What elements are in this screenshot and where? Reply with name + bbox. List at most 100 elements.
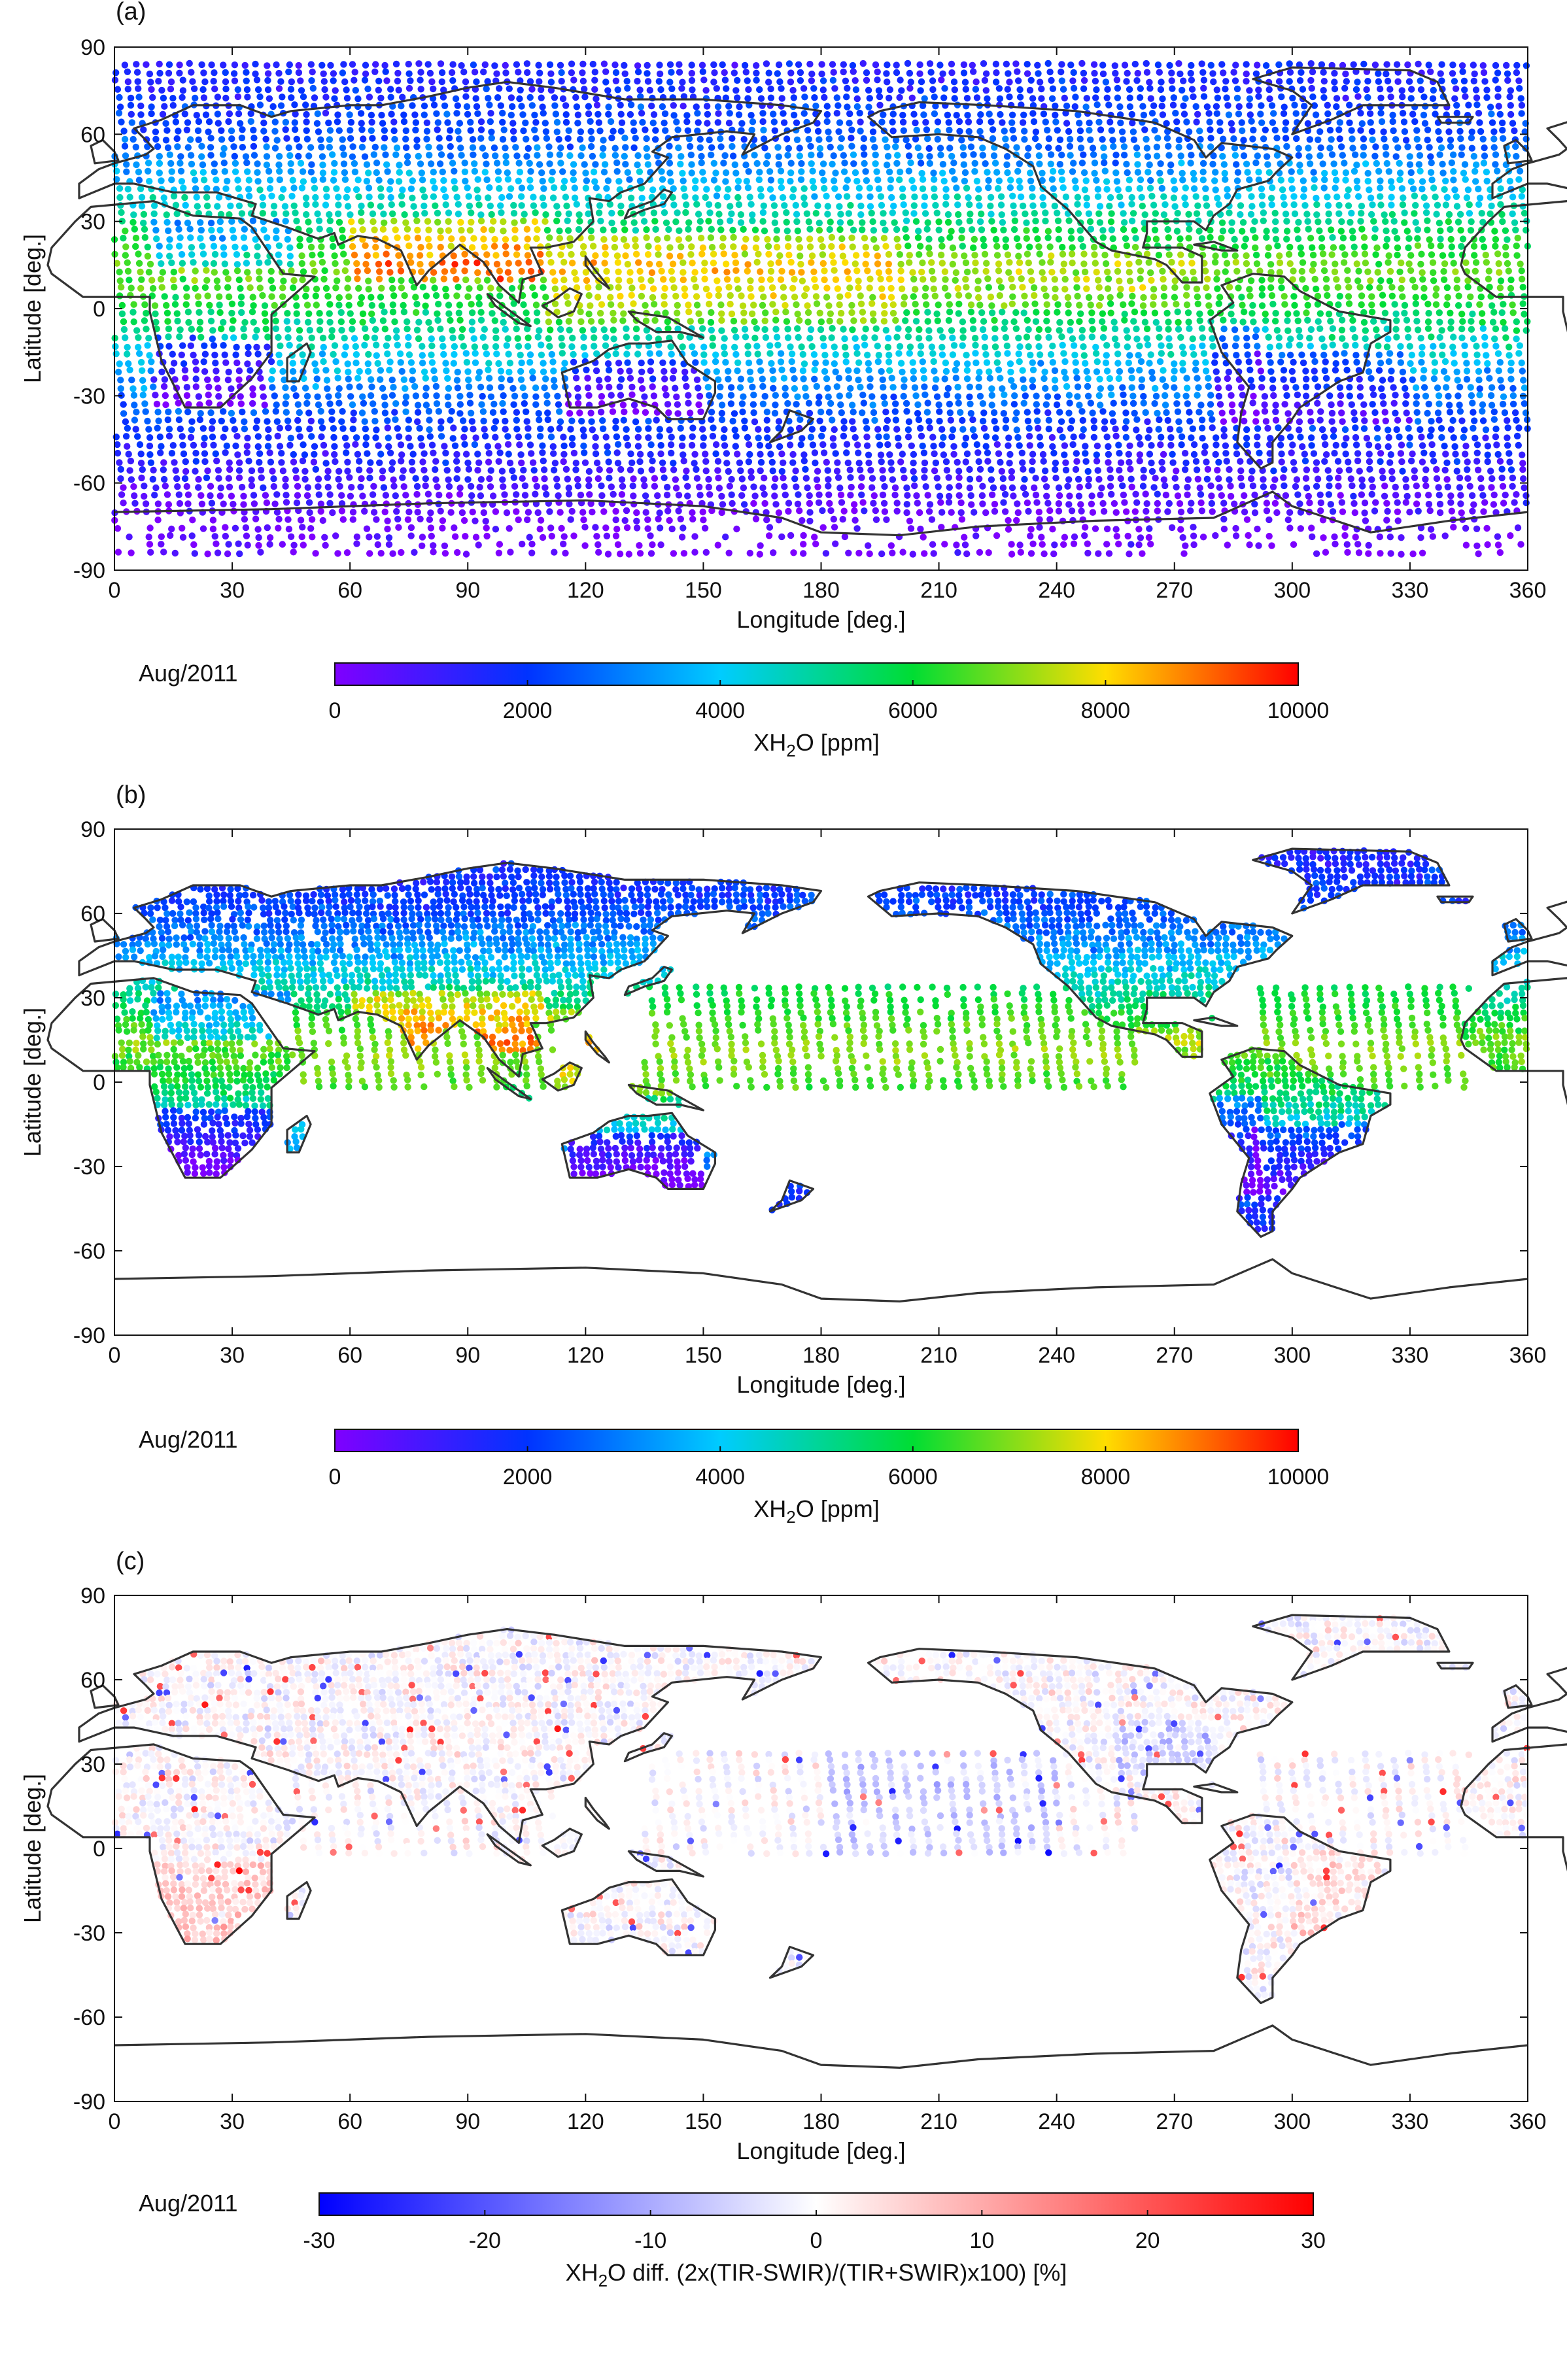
data-point: [925, 335, 933, 342]
data-point: [715, 211, 723, 218]
data-point: [279, 468, 287, 475]
data-point: [201, 78, 209, 86]
data-point: [485, 458, 492, 466]
data-point: [569, 334, 576, 342]
data-point: [302, 101, 309, 109]
data-point: [557, 160, 564, 167]
data-point: [424, 490, 432, 498]
data-point: [199, 525, 207, 532]
data-point: [904, 143, 912, 150]
data-point: [733, 276, 741, 284]
data-point: [250, 302, 257, 309]
data-point: [856, 109, 863, 117]
data-point: [737, 375, 745, 382]
data-point: [1049, 343, 1056, 350]
data-point: [440, 86, 447, 94]
data-point: [938, 76, 945, 84]
data-point: [847, 474, 854, 481]
data-point: [232, 524, 239, 532]
data-point: [487, 393, 495, 400]
data-point: [147, 78, 154, 86]
data-point: [342, 343, 349, 350]
data-point: [453, 475, 460, 483]
data-point: [899, 549, 906, 556]
data-point: [974, 285, 982, 293]
data-point: [714, 185, 721, 192]
data-point: [692, 283, 700, 291]
data-point: [241, 418, 248, 426]
data-point: [370, 400, 377, 407]
data-point: [775, 161, 783, 168]
data-point: [599, 152, 606, 159]
data-point: [1023, 227, 1030, 234]
data-point: [285, 68, 292, 76]
data-point: [928, 343, 936, 350]
data-point: [387, 269, 394, 276]
data-point: [974, 449, 982, 456]
data-point: [979, 326, 987, 333]
data-point: [291, 101, 298, 109]
data-point: [432, 466, 439, 473]
data-point: [710, 78, 717, 86]
data-point: [748, 310, 756, 318]
data-point: [725, 468, 732, 475]
data-point: [1047, 350, 1055, 358]
data-point: [220, 408, 227, 415]
data-point: [312, 201, 319, 208]
data-point: [824, 203, 832, 210]
data-point: [295, 69, 303, 76]
data-point: [929, 77, 937, 84]
data-point: [570, 358, 577, 366]
data-point: [918, 432, 925, 440]
data-point: [823, 110, 831, 118]
data-point: [317, 407, 324, 415]
data-point: [899, 111, 906, 119]
data-point: [560, 533, 568, 540]
data-point: [572, 460, 579, 467]
data-point: [212, 360, 219, 367]
data-point: [405, 425, 412, 432]
data-point: [293, 302, 300, 309]
data-point: [1048, 434, 1056, 441]
data-point: [315, 491, 322, 498]
data-point: [497, 202, 504, 209]
data-point: [757, 542, 764, 549]
data-point: [785, 251, 793, 259]
data-point: [175, 407, 182, 415]
data-point: [857, 128, 864, 135]
data-point: [356, 367, 363, 375]
data-point: [1045, 333, 1052, 341]
data-point: [456, 410, 464, 417]
data-point: [290, 202, 298, 209]
data-point: [848, 234, 855, 241]
data-point: [617, 202, 625, 210]
data-point: [273, 491, 281, 498]
data-point: [869, 393, 876, 400]
data-point: [1001, 318, 1008, 326]
data-point: [158, 86, 165, 94]
data-point: [249, 294, 256, 301]
data-point: [453, 110, 460, 117]
data-point: [344, 203, 352, 210]
data-point: [993, 532, 1001, 539]
data-point: [141, 301, 148, 309]
data-point: [133, 61, 140, 68]
data-point: [835, 102, 842, 109]
data-point: [477, 383, 485, 391]
data-point: [404, 234, 411, 241]
data-point: [276, 443, 284, 450]
data-point: [961, 177, 969, 185]
data-point: [823, 294, 831, 301]
data-point: [825, 135, 833, 143]
data-point: [394, 341, 401, 348]
data-point: [942, 276, 949, 283]
data-point: [730, 243, 737, 250]
data-point: [793, 301, 800, 309]
data-point: [396, 162, 403, 169]
data-point: [277, 78, 284, 85]
data-point: [763, 408, 771, 416]
data-point: [442, 201, 449, 209]
data-point: [402, 219, 409, 226]
data-point: [706, 300, 713, 308]
